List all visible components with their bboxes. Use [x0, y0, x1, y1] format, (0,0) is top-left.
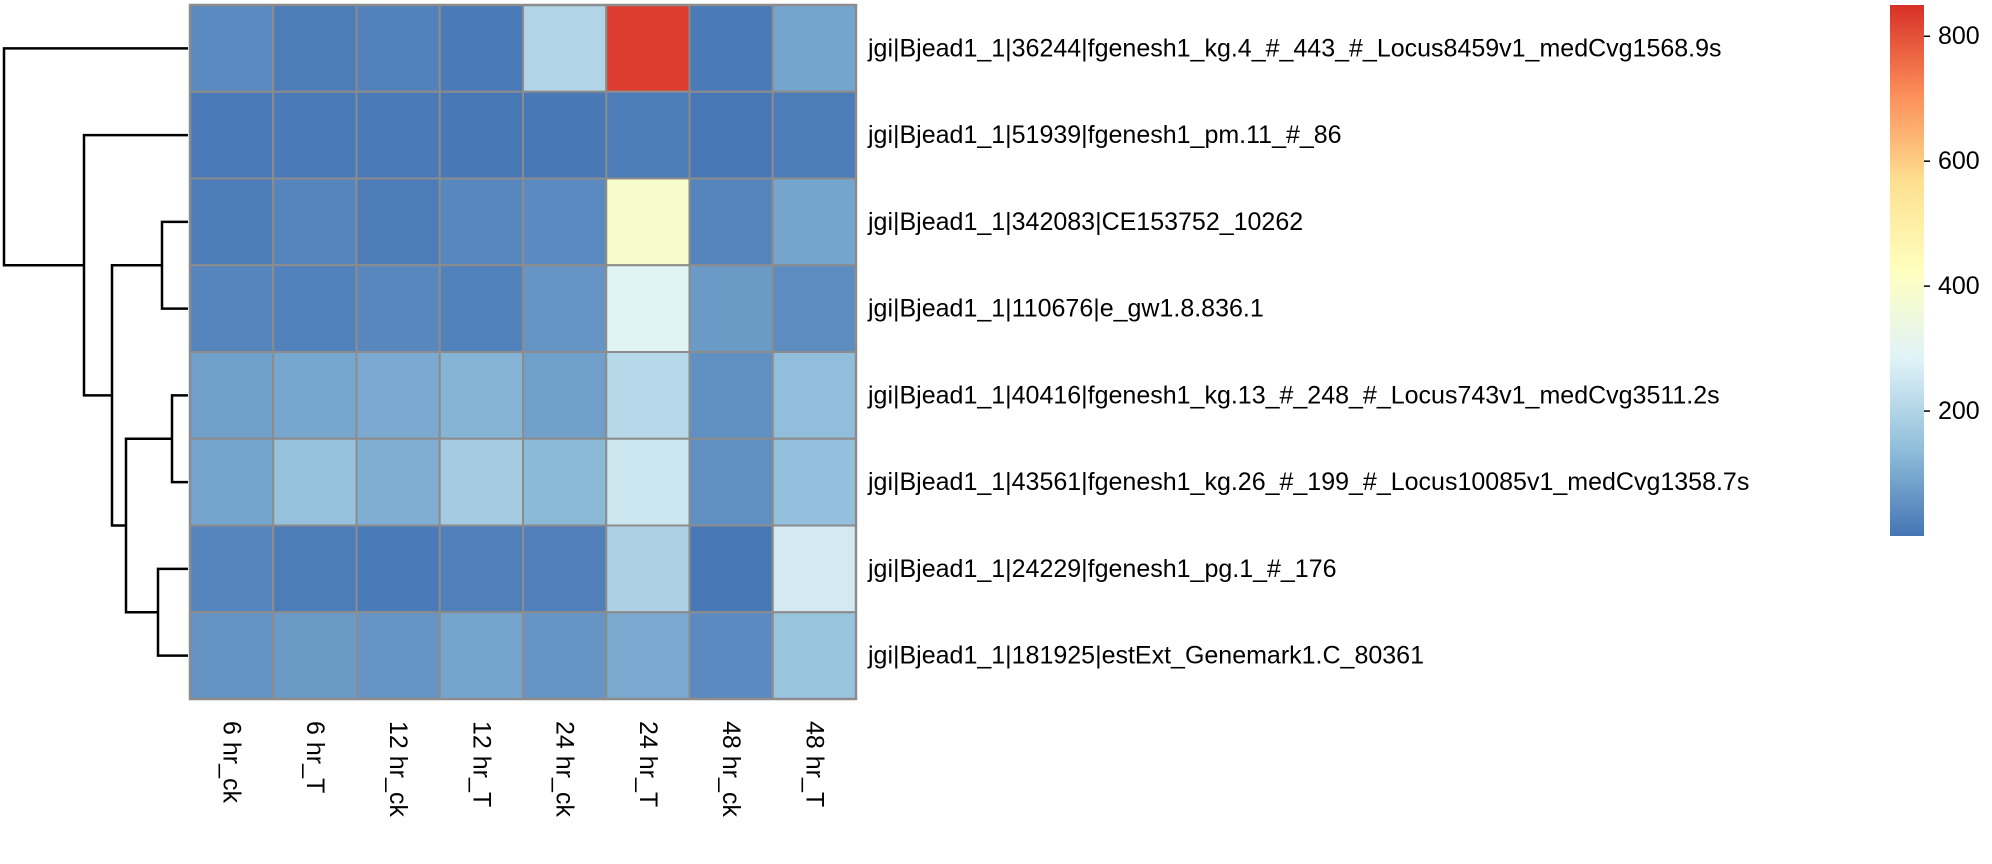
column-label: 24 hr_ck — [551, 721, 579, 817]
row-label: jgi|Bjead1_1|36244|fgenesh1_kg.4_#_443_#… — [867, 34, 1722, 62]
heatmap-cell — [438, 264, 524, 353]
heatmap-cell — [605, 264, 691, 353]
heatmap-cell — [355, 90, 441, 180]
dendrogram-branch — [2, 47, 188, 267]
heatmap-cell — [272, 90, 358, 180]
dendrogram-branch — [156, 567, 188, 657]
heatmap-cells — [188, 3, 858, 701]
row-labels: jgi|Bjead1_1|36244|fgenesh1_kg.4_#_443_#… — [867, 34, 1749, 669]
heatmap-cell — [189, 611, 275, 700]
heatmap-cell — [522, 4, 608, 93]
heatmap-cell — [355, 524, 441, 614]
row-label: jgi|Bjead1_1|342083|CE153752_10262 — [867, 208, 1303, 236]
colorbar-tick-label: 200 — [1938, 397, 1980, 425]
heatmap-cell — [189, 177, 275, 267]
row-label: jgi|Bjead1_1|43561|fgenesh1_kg.26_#_199_… — [867, 468, 1749, 496]
row-label: jgi|Bjead1_1|181925|estExt_Genemark1.C_8… — [867, 642, 1424, 670]
heatmap-cell — [272, 4, 358, 93]
heatmap-cell — [771, 524, 857, 614]
column-labels: 6 hr_ck 6 hr_T 12 hr_ck 12 hr_T 24 hr_ck 24 h… — [218, 721, 829, 817]
heatmap-cell — [438, 177, 524, 267]
column-label: 24 hr_T — [634, 721, 662, 807]
heatmap-cell — [438, 4, 524, 93]
heatmap-cell — [605, 437, 691, 527]
colorbar-tick-label: 800 — [1938, 22, 1980, 50]
row-label: jgi|Bjead1_1|110676|e_gw1.8.836.1 — [867, 295, 1264, 323]
heatmap-cell — [438, 524, 524, 614]
heatmap-cell — [272, 177, 358, 267]
column-label: 12 hr_T — [467, 721, 495, 807]
heatmap-cell — [771, 611, 857, 700]
heatmap-cell — [688, 90, 774, 180]
heatmap-cell — [771, 437, 857, 527]
heatmap-cell — [605, 524, 691, 614]
heatmap-cell — [605, 177, 691, 267]
heatmap-cell — [189, 524, 275, 614]
heatmap-cell — [605, 4, 691, 93]
column-label: 6 hr_ck — [218, 721, 246, 803]
heatmap-cell — [688, 524, 774, 614]
heatmap-cell — [522, 351, 608, 440]
column-label: 12 hr_ck — [384, 721, 412, 817]
heatmap-cell — [605, 611, 691, 700]
heatmap-cell — [688, 351, 774, 440]
dendrogram-branch — [110, 264, 162, 527]
heatmap-cell — [272, 264, 358, 353]
heatmap-cell — [438, 611, 524, 700]
heatmap-cell — [272, 351, 358, 440]
column-label: 48 hr_T — [800, 721, 828, 807]
heatmap-cell — [522, 90, 608, 180]
heatmap-cell — [688, 611, 774, 700]
column-label: 6 hr_T — [301, 721, 329, 793]
row-dendrogram — [2, 47, 188, 657]
colorbar — [1890, 5, 1924, 536]
dendrogram-branch — [160, 220, 188, 310]
heatmap-cell — [771, 177, 857, 267]
heatmap-cell — [522, 524, 608, 614]
heatmap-cell — [605, 90, 691, 180]
heatmap-cell — [272, 437, 358, 527]
heatmap-cell — [771, 264, 857, 353]
heatmap-cell — [438, 437, 524, 527]
heatmap-cell — [355, 351, 441, 440]
colorbar-tick-label: 600 — [1938, 147, 1980, 175]
heatmap-cell — [688, 4, 774, 93]
heatmap-cell — [688, 177, 774, 267]
row-label: jgi|Bjead1_1|51939|fgenesh1_pm.11_#_86 — [867, 121, 1342, 149]
heatmap-cell — [355, 611, 441, 700]
heatmap-cell — [522, 611, 608, 700]
column-label: 48 hr_ck — [717, 721, 745, 817]
heatmap-cell — [688, 264, 774, 353]
heatmap-cell — [355, 264, 441, 353]
heatmap-cell — [771, 4, 857, 93]
heatmap-cell — [355, 4, 441, 93]
heatmap-cell — [272, 524, 358, 614]
heatmap-cell — [771, 90, 857, 180]
heatmap-cell — [438, 90, 524, 180]
heatmap-border — [188, 3, 858, 701]
heatmap-cell — [688, 437, 774, 527]
dendrogram-branch — [170, 394, 188, 484]
heatmap-cell — [272, 611, 358, 700]
heatmap-cell — [605, 351, 691, 440]
colorbar-tick-label: 400 — [1938, 272, 1980, 300]
row-label: jgi|Bjead1_1|24229|fgenesh1_pg.1_#_176 — [867, 555, 1337, 583]
heatmap-cell — [355, 177, 441, 267]
colorbar-ticks: 200 400 600 800 — [1924, 22, 1980, 425]
heatmap-cell — [522, 177, 608, 267]
heatmap-cell — [355, 437, 441, 527]
heatmap-cell — [189, 264, 275, 353]
color-legend: 200 400 600 800 — [1890, 5, 1980, 536]
heatmap-cell — [189, 437, 275, 527]
heatmap-cell — [438, 351, 524, 440]
heatmap-cell — [522, 437, 608, 527]
row-label: jgi|Bjead1_1|40416|fgenesh1_kg.13_#_248_… — [867, 381, 1720, 409]
dendrogram-branch — [124, 437, 172, 614]
heatmap-cell — [189, 90, 275, 180]
heatmap-cell — [771, 351, 857, 440]
heatmap-cell — [189, 351, 275, 440]
heatmap-cell — [189, 4, 275, 93]
heatmap-cell — [522, 264, 608, 353]
